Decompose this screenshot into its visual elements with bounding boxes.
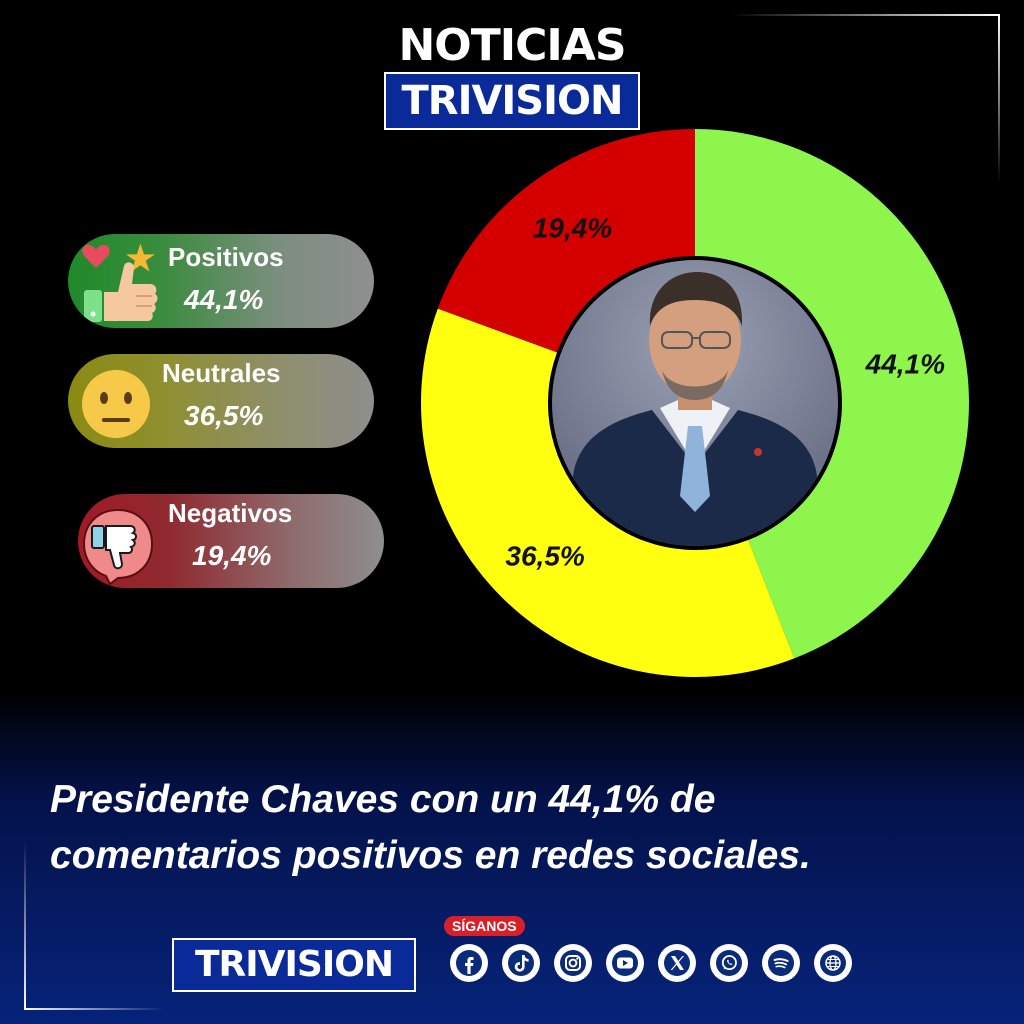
legend-label-neutrales: Neutrales bbox=[162, 358, 281, 388]
slice-label-negativos: 19,4% bbox=[533, 213, 612, 244]
legend-label-negativos: Negativos bbox=[168, 498, 293, 528]
slice-negativos bbox=[437, 129, 695, 353]
whatsapp-icon[interactable] bbox=[710, 944, 748, 982]
portrait-illustration bbox=[562, 272, 828, 546]
legend-label-positivos: Positivos bbox=[168, 242, 284, 272]
web-icon[interactable] bbox=[814, 944, 852, 982]
brand-logo-top: NOTICIAS TRIVISION bbox=[384, 22, 640, 130]
slice-label-neutrales: 36,5% bbox=[505, 541, 584, 572]
slice-positivos bbox=[695, 129, 969, 659]
president-photo bbox=[552, 260, 838, 546]
tiktok-icon[interactable] bbox=[502, 944, 540, 982]
legend-positivos: Positivos 44,1% bbox=[68, 234, 374, 328]
x-icon[interactable] bbox=[658, 944, 696, 982]
facebook-icon[interactable] bbox=[450, 944, 488, 982]
brand-trivision-top: TRIVISION bbox=[384, 72, 640, 130]
donut-chart: 44,1% 36,5% 19,4% bbox=[421, 129, 969, 678]
spotify-icon[interactable] bbox=[762, 944, 800, 982]
brand-logo-bottom: TRIVISION bbox=[172, 938, 416, 992]
legend-neutrales: Neutrales 36,5% bbox=[68, 354, 374, 448]
legend-value-positivos: 44,1% bbox=[184, 284, 264, 315]
legend-value-negativos: 19,4% bbox=[192, 540, 272, 571]
headline-line-1: Presidente Chaves con un 44,1% de bbox=[50, 778, 716, 821]
legend-negativos: Negativos 19,4% bbox=[78, 494, 384, 588]
thumbs-up-heart-star-icon bbox=[82, 243, 158, 322]
neutral-face-icon bbox=[82, 370, 150, 438]
frame-line-left bbox=[24, 840, 26, 1010]
headline-line-2: comentarios positivos en redes sociales. bbox=[50, 834, 811, 877]
brand-noticias: NOTICIAS bbox=[398, 20, 626, 71]
instagram-icon[interactable] bbox=[554, 944, 592, 982]
thumbs-down-icon bbox=[82, 508, 154, 586]
frame-line-right bbox=[998, 14, 1000, 184]
slice-neutrales bbox=[421, 308, 795, 678]
headline: Presidente Chaves con un 44,1% de coment… bbox=[50, 772, 950, 884]
youtube-icon[interactable] bbox=[606, 944, 644, 982]
frame-line-bottom bbox=[24, 1008, 164, 1010]
legend-value-neutrales: 36,5% bbox=[184, 400, 264, 431]
slice-label-positivos: 44,1% bbox=[865, 349, 945, 380]
frame-line-top bbox=[730, 14, 1000, 16]
follow-label: SÍGANOS bbox=[444, 916, 525, 936]
